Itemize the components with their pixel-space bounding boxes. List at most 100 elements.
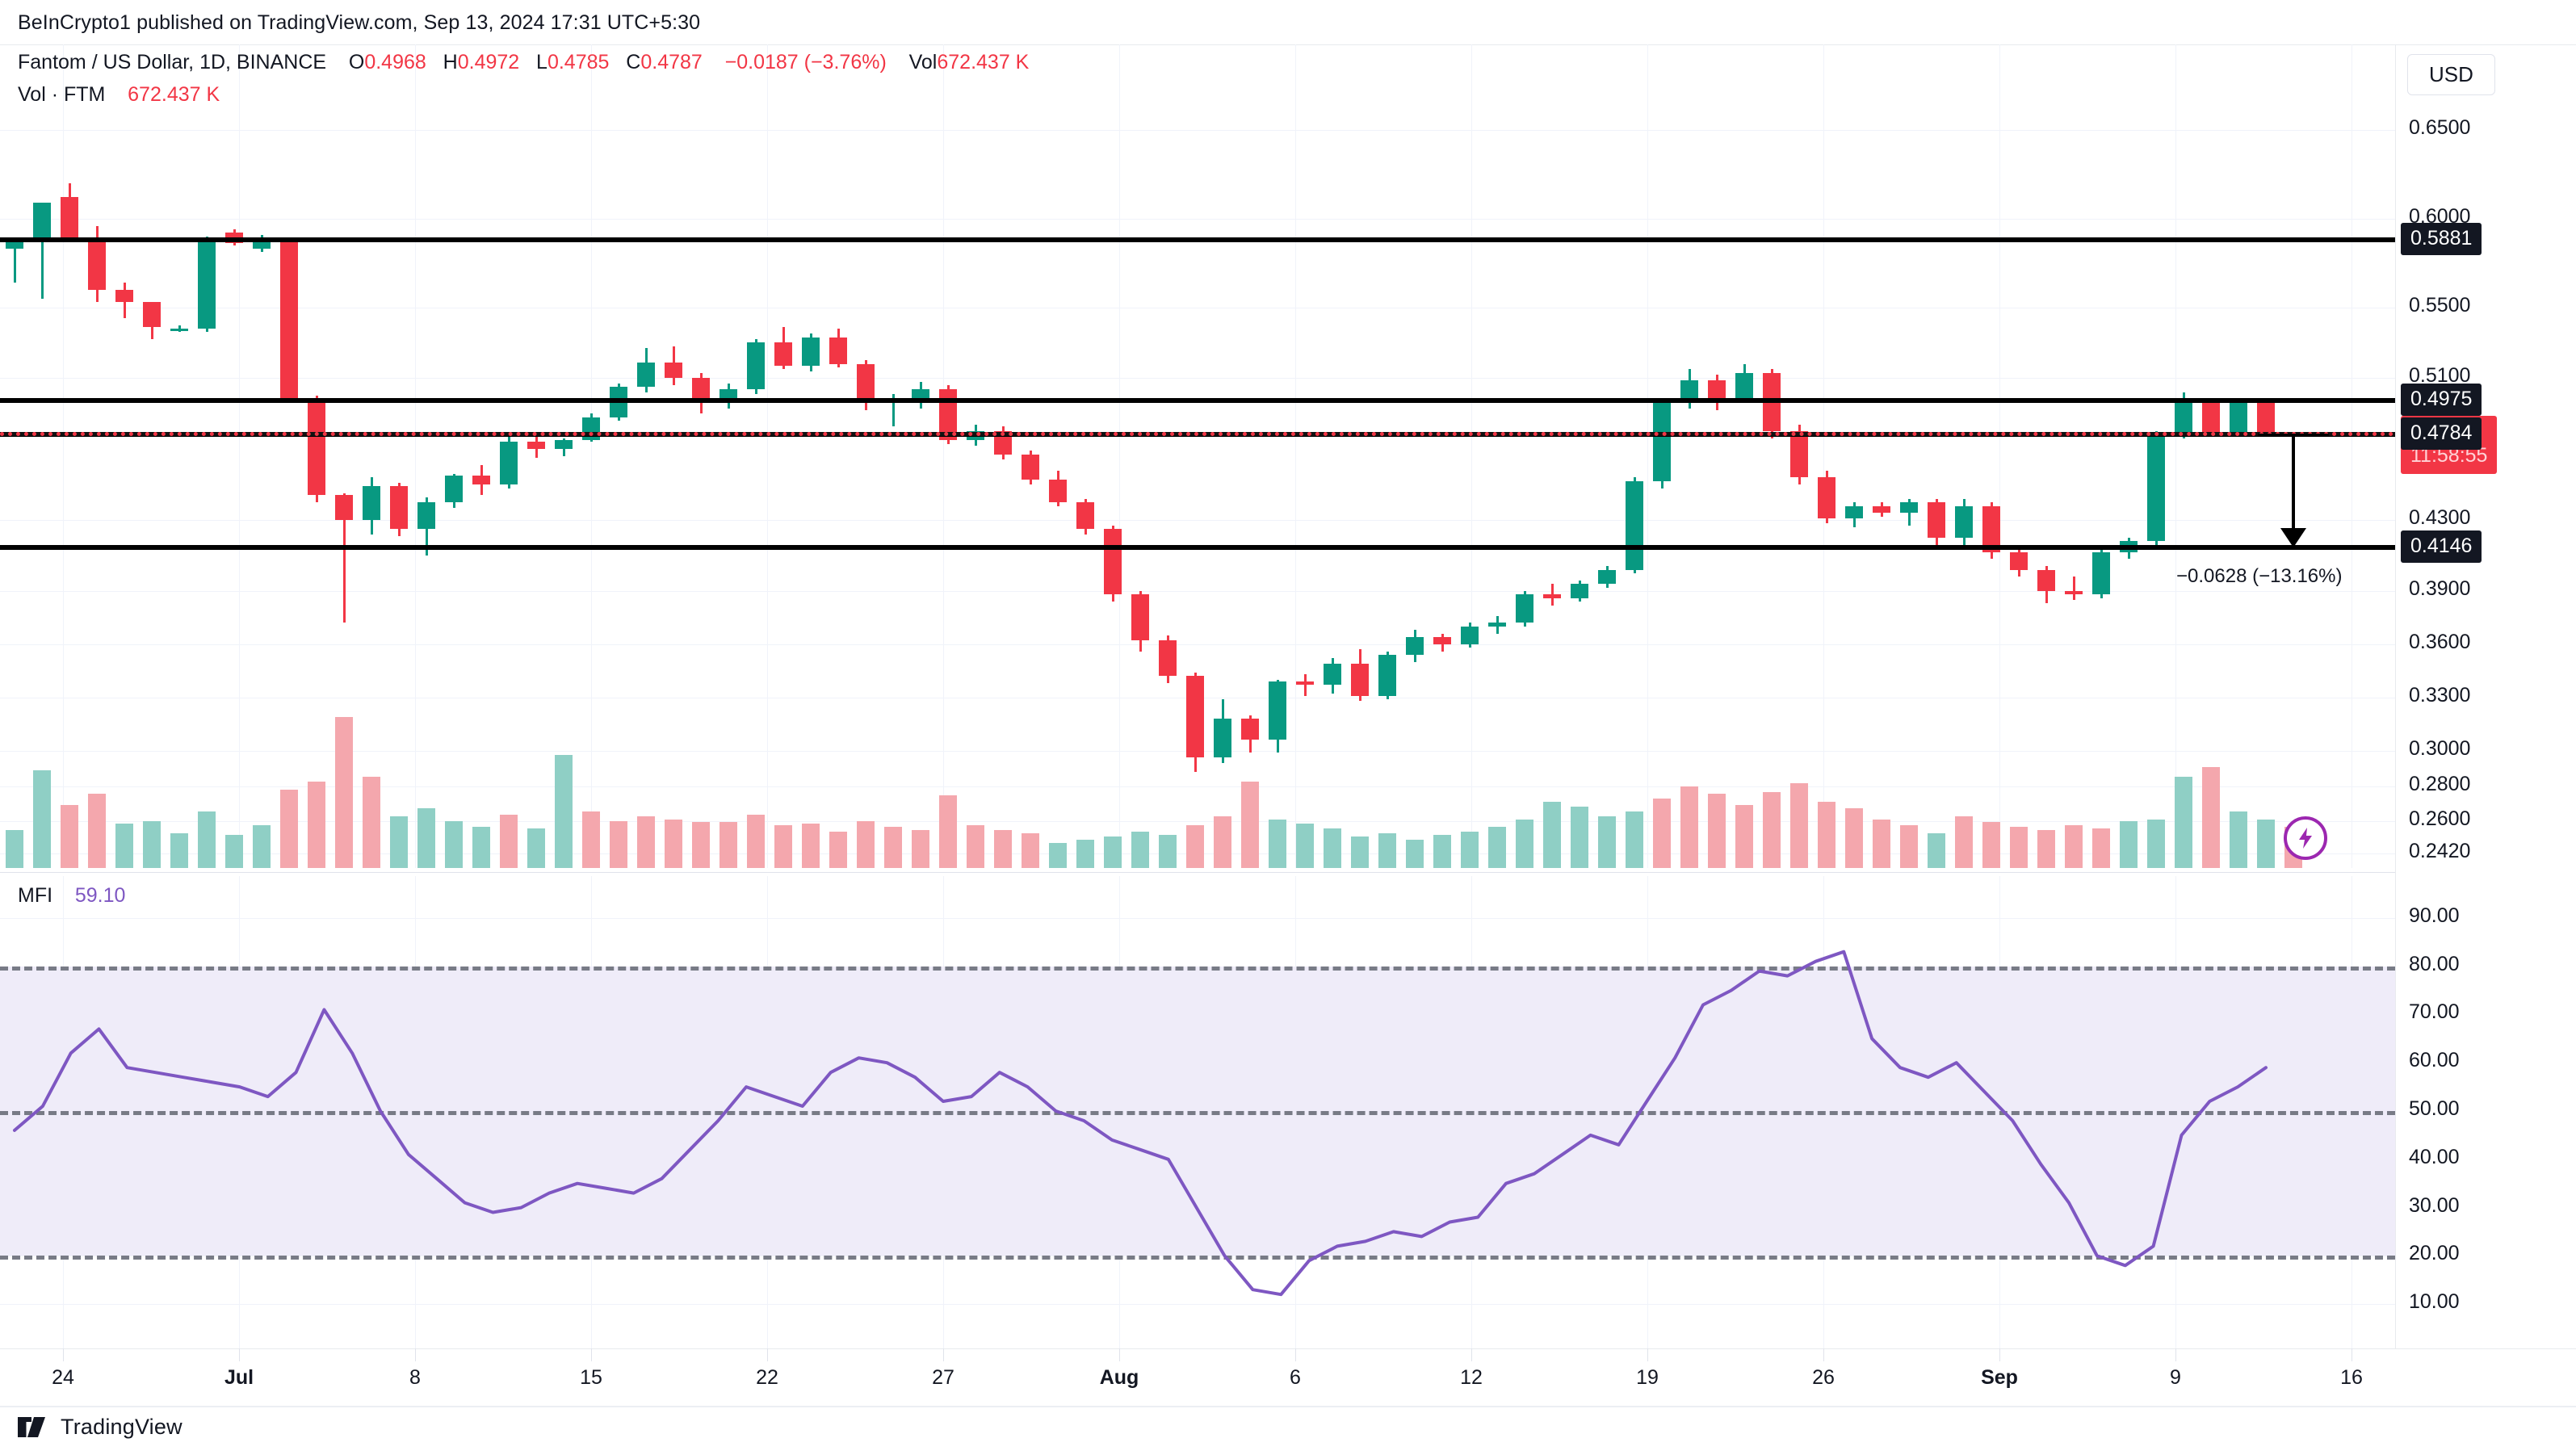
time-axis-top-border <box>0 1348 2576 1349</box>
level-line[interactable] <box>0 544 2395 550</box>
candle-body <box>1324 664 1341 686</box>
volume-bar <box>774 825 792 868</box>
volume-bar <box>2147 819 2165 868</box>
volume-bar <box>390 816 408 868</box>
price-legend: Fantom / US Dollar, 1D, BINANCE O0.4968 … <box>18 51 1029 74</box>
candle-body <box>2175 400 2192 435</box>
volume-bar <box>829 832 847 868</box>
time-axis-label: Sep <box>1981 1366 2018 1389</box>
gridline <box>0 644 2395 645</box>
candle-wick <box>1303 674 1307 696</box>
candle-body <box>1571 584 1588 598</box>
volume-bar <box>747 814 765 868</box>
legend-vol-label: Vol <box>908 51 938 73</box>
lightning-bolt-icon[interactable] <box>2284 816 2327 860</box>
mfi-label[interactable]: MFI <box>18 884 53 907</box>
candle-body <box>1653 403 1671 481</box>
volume-bar <box>2065 825 2083 868</box>
mfi-axis-tick: 80.00 <box>2409 952 2460 975</box>
candle-body <box>2202 400 2220 434</box>
volume-bar <box>637 816 655 868</box>
volume-study-label[interactable]: Vol · FTM <box>18 83 106 106</box>
last-price-line[interactable] <box>0 432 2395 437</box>
mfi-pane[interactable]: MFI 59.10 <box>0 876 2395 1348</box>
candle-wick <box>1550 584 1554 606</box>
candle-body <box>1818 477 1836 518</box>
level-price-badge[interactable]: 0.5881 <box>2401 222 2482 255</box>
volume-bar <box>1488 827 1506 868</box>
candle-body <box>1680 379 1698 404</box>
level-price-badge[interactable]: 0.4784 <box>2401 417 2482 450</box>
volume-bar <box>912 830 929 868</box>
time-axis[interactable]: 24 Jul 8 15 22 27 Aug 6 12 19 26 Sep 9 16 <box>0 1348 2576 1407</box>
candle-body <box>1461 626 1479 644</box>
candle-body <box>33 202 51 241</box>
candle-wick <box>40 202 44 299</box>
currency-chip[interactable]: USD <box>2407 54 2495 95</box>
time-axis-label: 22 <box>756 1366 778 1389</box>
pane-separator[interactable] <box>0 872 2395 873</box>
volume-bar <box>610 820 627 868</box>
volume-bar <box>2037 830 2055 868</box>
measure-label: −0.0628 (−13.16%) <box>2176 564 2343 587</box>
time-axis-tick <box>767 1348 768 1361</box>
candle-body <box>1241 719 1259 740</box>
volume-bar <box>1516 819 1533 868</box>
volume-bar <box>1406 839 1424 868</box>
legend-high-label: H <box>443 51 458 73</box>
volume-bar <box>1461 832 1479 868</box>
mfi-legend: MFI 59.10 <box>18 884 125 908</box>
time-axis-label: 24 <box>52 1366 74 1389</box>
mfi-overbought-line <box>0 966 2395 971</box>
candle-body <box>1269 681 1286 740</box>
publication-line: BeInCrypto1 published on TradingView.com… <box>18 11 701 34</box>
candle-wick <box>892 394 895 426</box>
candle-body <box>829 337 847 364</box>
candle-body <box>1022 454 1039 480</box>
gridline-vertical <box>1647 44 1648 868</box>
volume-bar <box>2092 828 2110 868</box>
candle-body <box>2147 434 2165 542</box>
volume-bar <box>225 835 243 868</box>
legend-low-label: L <box>536 51 548 73</box>
candle-body <box>1982 505 2000 552</box>
volume-bar <box>1241 781 1259 868</box>
legend-symbol[interactable]: Fantom / US Dollar, 1D, BINANCE <box>18 51 327 73</box>
volume-bar <box>1049 842 1067 868</box>
level-price-badge[interactable]: 0.4975 <box>2401 383 2482 416</box>
price-pane[interactable]: −0.0628 (−13.16%) Fantom / US Dollar, 1D… <box>0 44 2395 868</box>
volume-study-value: 672.437 K <box>128 83 220 106</box>
footer-brand[interactable]: TradingView <box>18 1415 183 1440</box>
volume-bar <box>61 805 78 868</box>
price-axis-tick: 0.3300 <box>2409 683 2471 707</box>
time-axis-label: Aug <box>1099 1366 1139 1389</box>
level-line[interactable] <box>0 237 2395 242</box>
volume-bar <box>1626 811 1643 868</box>
volume-bar <box>802 824 820 868</box>
time-axis-tick <box>1119 1348 1120 1361</box>
volume-bar <box>884 827 902 868</box>
candle-body <box>665 362 682 379</box>
volume-bar <box>555 754 573 868</box>
legend-low-value: 0.4785 <box>547 51 610 73</box>
mfi-axis-tick: 60.00 <box>2409 1049 2460 1072</box>
candle-body <box>2010 551 2028 570</box>
volume-bar <box>1900 825 1918 868</box>
volume-bar <box>1076 839 1094 868</box>
candle-body <box>994 431 1012 455</box>
mfi-line-series <box>13 950 2268 1297</box>
gridline <box>0 378 2395 379</box>
time-axis-tick <box>1647 1348 1648 1361</box>
volume-bar <box>1598 816 1616 868</box>
level-price-badge[interactable]: 0.4146 <box>2401 530 2482 563</box>
candle-body <box>1598 569 1616 585</box>
price-axis[interactable]: USD 0.6500 0.6000 0.5500 0.5100 0.4300 0.3900… <box>2395 44 2576 1348</box>
volume-bar <box>1818 802 1836 868</box>
gridline <box>0 917 2395 919</box>
gridline <box>0 129 2395 131</box>
volume-bar <box>1351 837 1369 868</box>
time-axis-tick <box>1999 1348 2000 1361</box>
volume-bar <box>1131 832 1149 868</box>
volume-bar <box>280 789 298 868</box>
level-line[interactable] <box>0 397 2395 403</box>
